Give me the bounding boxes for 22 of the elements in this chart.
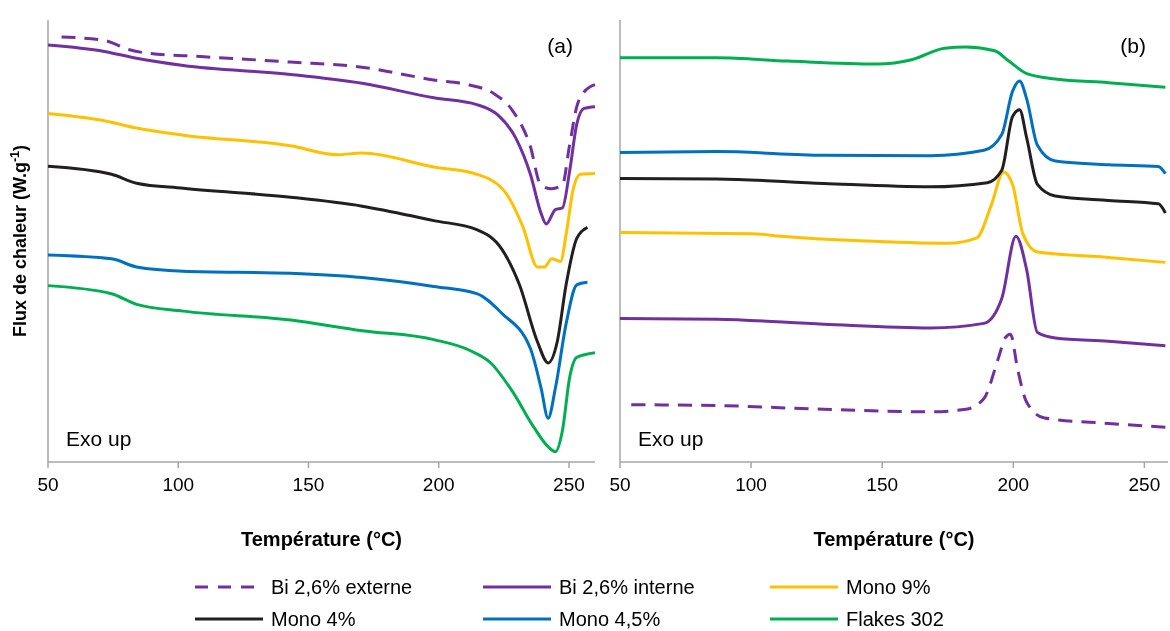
legend-label: Flakes 302 bbox=[846, 608, 944, 630]
x-tick-label: 200 bbox=[422, 474, 455, 495]
annotation: (a) bbox=[547, 34, 573, 57]
legend-label: Bi 2,6% interne bbox=[559, 576, 695, 598]
legend-label: Mono 9% bbox=[846, 576, 931, 598]
legend-label: Mono 4% bbox=[271, 608, 356, 630]
legend-label: Mono 4,5% bbox=[559, 608, 661, 630]
x-tick-label: 150 bbox=[292, 474, 325, 495]
annotation: Exo up bbox=[66, 427, 132, 450]
legend-label: Bi 2,6% externe bbox=[271, 576, 413, 598]
x-tick-label: 50 bbox=[37, 474, 59, 495]
annotation: (b) bbox=[1120, 34, 1146, 57]
x-tick-label: 200 bbox=[997, 474, 1030, 495]
x-tick-label: 250 bbox=[553, 474, 585, 495]
x-tick-label: 100 bbox=[162, 474, 195, 495]
x-tick-label: 100 bbox=[735, 474, 767, 495]
x-axis-title: Température (°C) bbox=[813, 528, 975, 550]
x-tick-label: 150 bbox=[866, 474, 899, 495]
annotation: Exo up bbox=[638, 427, 704, 450]
x-tick-label: 50 bbox=[609, 474, 631, 495]
x-tick-label: 250 bbox=[1128, 474, 1161, 495]
x-axis-title: Température (°C) bbox=[241, 528, 402, 550]
